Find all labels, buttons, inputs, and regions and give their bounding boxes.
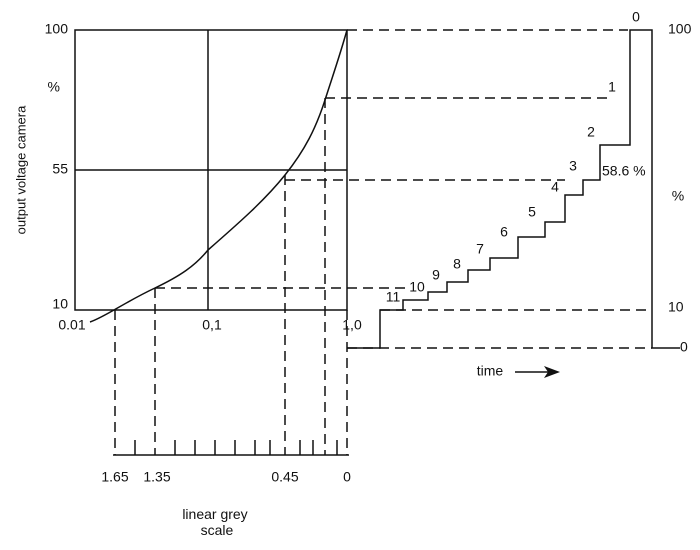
annotation: 58.6 %	[602, 163, 646, 179]
step-label: 10	[409, 279, 425, 295]
scale-label: linear grey scale	[182, 506, 247, 538]
tick-label: 100	[45, 21, 69, 37]
step-label: 4	[551, 179, 559, 195]
tick-label: 100	[668, 21, 692, 37]
step-label: 9	[432, 267, 440, 283]
grey-scale-bar	[113, 440, 349, 456]
scale-label-line: linear grey	[182, 506, 247, 522]
tick-label: 0.01	[58, 317, 85, 333]
axis-label: output voltage camera	[13, 105, 28, 234]
tick-label: 10	[668, 299, 684, 315]
tick-label: 1,0	[342, 317, 362, 333]
tick-label: 0,1	[202, 317, 222, 333]
step-label: 7	[476, 241, 484, 257]
step-label: 2	[587, 124, 595, 140]
tick-label: 0.45	[271, 469, 298, 485]
axis-unit: %	[672, 188, 684, 204]
axis-unit: %	[48, 79, 60, 95]
step-label: 5	[528, 204, 536, 220]
tick-label: 0	[680, 339, 688, 355]
step-label: 8	[453, 256, 461, 272]
staircase	[347, 29, 680, 349]
time-label: time	[477, 363, 504, 379]
tick-label: 1.35	[143, 469, 170, 485]
tick-label: 1.65	[101, 469, 128, 485]
characteristic-curve	[89, 29, 348, 323]
step-label: 3	[569, 158, 577, 174]
step-label: 6	[500, 224, 508, 240]
arrow-head	[544, 366, 560, 378]
scale-label-line: scale	[197, 522, 234, 538]
step-label: 0	[632, 9, 640, 25]
tick-label: 10	[52, 296, 68, 312]
step-label: 1	[608, 79, 616, 95]
tick-label: 0	[343, 469, 351, 485]
tick-label: 55	[52, 161, 68, 177]
step-label: 11	[386, 289, 401, 305]
